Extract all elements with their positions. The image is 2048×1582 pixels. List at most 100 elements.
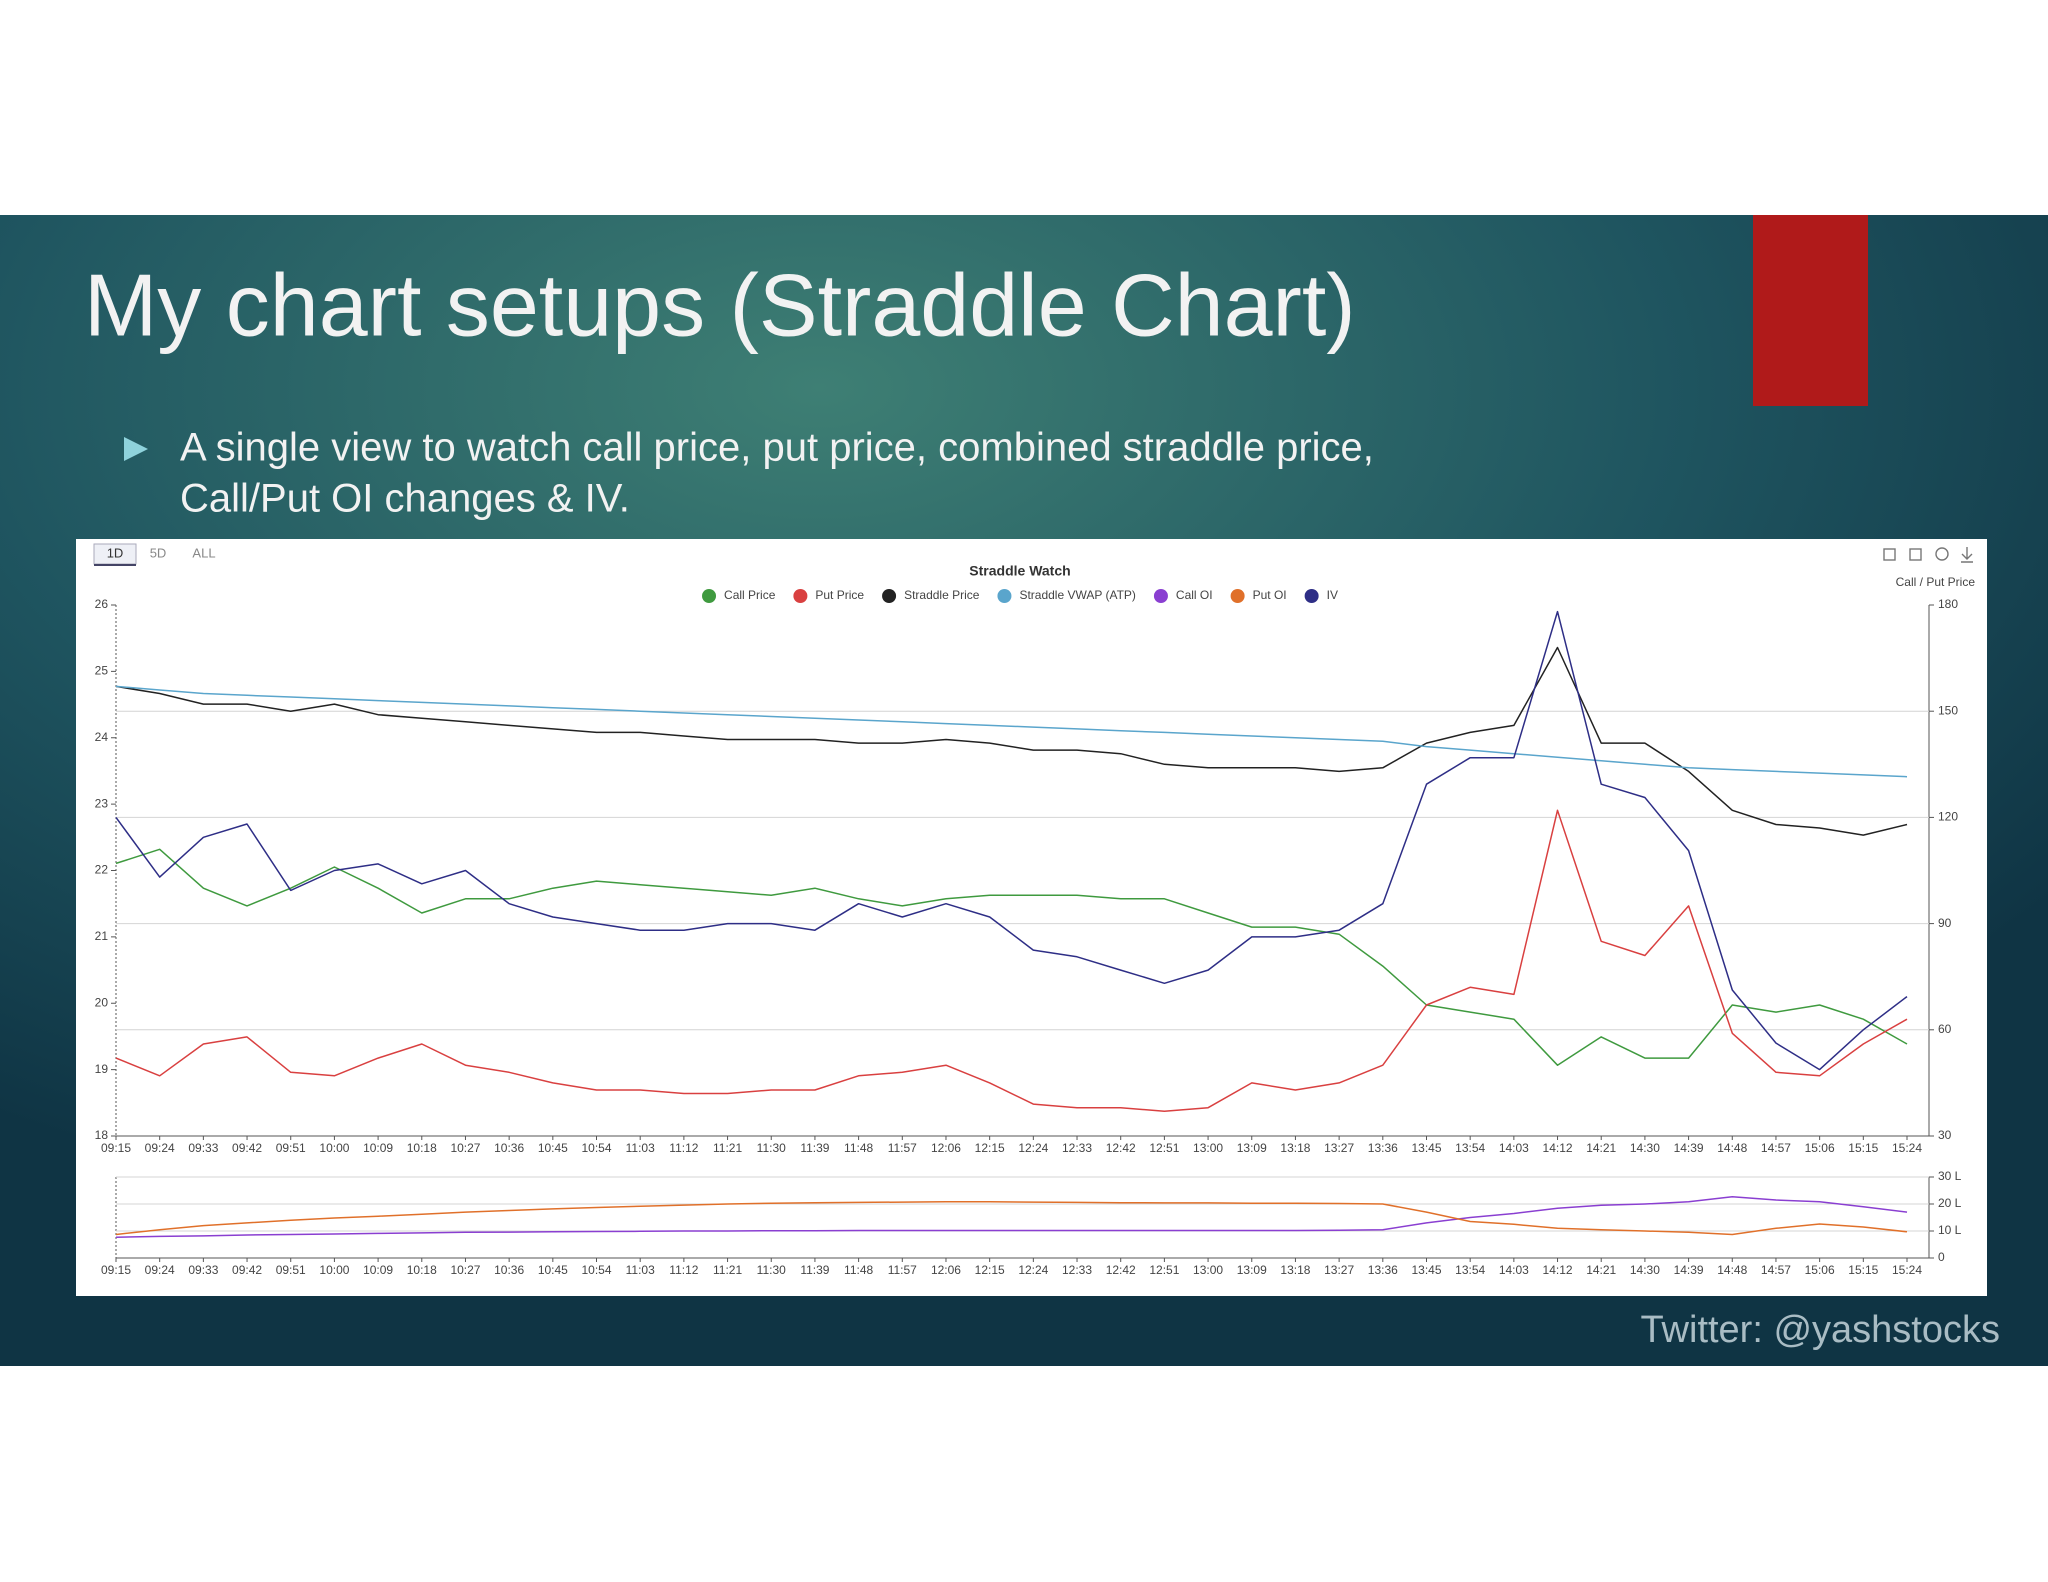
zoom-icon[interactable]	[1883, 548, 1896, 561]
x-tick-label: 15:24	[1892, 1141, 1922, 1155]
x-tick-label: 11:30	[757, 1141, 786, 1155]
y2-tick-label: 180	[1938, 597, 1958, 611]
x-tick-label: 12:24	[1018, 1263, 1048, 1277]
y-tick-label: 0	[1938, 1250, 1945, 1264]
x-tick-label: 10:00	[319, 1263, 349, 1277]
x-tick-label: 10:54	[581, 1141, 611, 1155]
tab[interactable]: 1D	[107, 545, 124, 560]
legend-swatch	[1304, 589, 1319, 603]
x-tick-label: 10:54	[581, 1263, 611, 1277]
x-tick-label: 11:30	[757, 1263, 786, 1277]
x-tick-label: 10:18	[407, 1141, 437, 1155]
x-tick-label: 14:48	[1717, 1263, 1747, 1277]
series-line	[115, 610, 1908, 1071]
x-tick-label: 13:45	[1411, 1263, 1441, 1277]
tab[interactable]: ALL	[192, 545, 215, 560]
x-tick-label: 14:12	[1543, 1141, 1573, 1155]
x-tick-label: 13:09	[1237, 1263, 1267, 1277]
y-tick-label: 20 L	[1938, 1196, 1962, 1210]
legend-swatch	[702, 589, 717, 603]
legend-label: Call OI	[1176, 588, 1213, 602]
bullet-marker	[124, 437, 148, 461]
x-tick-label: 14:12	[1543, 1263, 1573, 1277]
x-tick-label: 15:15	[1848, 1263, 1878, 1277]
x-tick-label: 14:39	[1674, 1141, 1704, 1155]
legend-swatch	[997, 589, 1012, 603]
legend-swatch	[882, 589, 897, 603]
zoom-reset-icon[interactable]	[1909, 548, 1922, 561]
x-tick-label: 11:39	[800, 1263, 829, 1277]
x-tick-label: 13:27	[1324, 1141, 1354, 1155]
tab[interactable]: 5D	[150, 545, 167, 560]
y-tick-label: 26	[95, 597, 109, 611]
x-tick-label: 14:30	[1630, 1263, 1660, 1277]
x-tick-label: 11:57	[888, 1263, 917, 1277]
y-tick-label: 10 L	[1938, 1223, 1962, 1237]
x-tick-label: 13:00	[1193, 1141, 1223, 1155]
x-tick-label: 14:48	[1717, 1141, 1747, 1155]
toolbar-icons	[1883, 547, 1973, 563]
x-tick-label: 10:00	[319, 1141, 349, 1155]
x-tick-label: 13:18	[1280, 1141, 1310, 1155]
x-tick-label: 12:51	[1149, 1263, 1179, 1277]
y2-tick-label: 150	[1938, 703, 1958, 717]
series-line	[115, 809, 1908, 1112]
x-tick-label: 11:12	[669, 1141, 698, 1155]
chart-title: Straddle Watch	[969, 563, 1070, 579]
series-line	[115, 848, 1908, 1066]
x-tick-label: 09:51	[276, 1141, 306, 1155]
x-tick-label: 12:42	[1106, 1263, 1136, 1277]
y2-axis-label: Call / Put Price	[1896, 575, 1976, 589]
y2-tick-label: 120	[1938, 810, 1958, 824]
x-tick-label: 14:57	[1761, 1141, 1791, 1155]
x-tick-label: 12:51	[1149, 1141, 1179, 1155]
legend-label: Put OI	[1253, 588, 1287, 602]
x-tick-label: 13:54	[1455, 1263, 1485, 1277]
legend-swatch	[1153, 589, 1168, 603]
x-tick-label: 14:03	[1499, 1263, 1529, 1277]
x-tick-label: 11:39	[800, 1141, 829, 1155]
x-tick-label: 12:06	[931, 1141, 961, 1155]
x-tick-label: 13:00	[1193, 1263, 1223, 1277]
legend-label: Put Price	[815, 588, 864, 602]
x-tick-label: 09:24	[145, 1141, 175, 1155]
legend-label: IV	[1327, 588, 1338, 602]
bullet-line: Call/Put OI changes & IV.	[180, 477, 630, 521]
x-tick-label: 12:33	[1062, 1141, 1092, 1155]
x-tick-label: 15:06	[1805, 1263, 1835, 1277]
series-line	[115, 1201, 1908, 1236]
download-icon[interactable]	[1961, 547, 1973, 563]
y-tick-label: 30 L	[1938, 1169, 1962, 1183]
x-tick-label: 10:36	[494, 1263, 524, 1277]
x-tick-label: 15:15	[1848, 1141, 1878, 1155]
x-tick-label: 10:09	[363, 1141, 393, 1155]
x-tick-label: 09:51	[276, 1263, 306, 1277]
x-tick-label: 10:36	[494, 1141, 524, 1155]
x-tick-label: 11:48	[844, 1263, 873, 1277]
x-tick-label: 13:36	[1368, 1263, 1398, 1277]
x-tick-label: 12:42	[1106, 1141, 1136, 1155]
x-tick-label: 14:03	[1499, 1141, 1529, 1155]
x-tick-label: 10:45	[538, 1141, 568, 1155]
x-tick-label: 09:24	[145, 1263, 175, 1277]
legend-label: Call Price	[724, 588, 776, 602]
x-tick-label: 10:18	[407, 1263, 437, 1277]
x-tick-label: 13:09	[1237, 1141, 1267, 1155]
x-tick-label: 14:21	[1586, 1141, 1616, 1155]
x-tick-label: 09:15	[101, 1263, 131, 1277]
x-tick-label: 09:33	[188, 1141, 218, 1155]
chart-panel	[76, 539, 1987, 1296]
x-tick-label: 13:18	[1280, 1263, 1310, 1277]
x-tick-label: 14:30	[1630, 1141, 1660, 1155]
x-tick-label: 15:24	[1892, 1263, 1922, 1277]
x-tick-label: 10:27	[450, 1263, 480, 1277]
x-tick-label: 10:09	[363, 1263, 393, 1277]
legend-swatch	[793, 589, 808, 603]
x-tick-label: 12:15	[975, 1141, 1005, 1155]
x-tick-label: 11:03	[626, 1263, 655, 1277]
slide-title: My chart setups (Straddle Chart)	[84, 255, 1356, 354]
restore-icon[interactable]	[1935, 547, 1949, 561]
x-tick-label: 12:24	[1018, 1141, 1048, 1155]
